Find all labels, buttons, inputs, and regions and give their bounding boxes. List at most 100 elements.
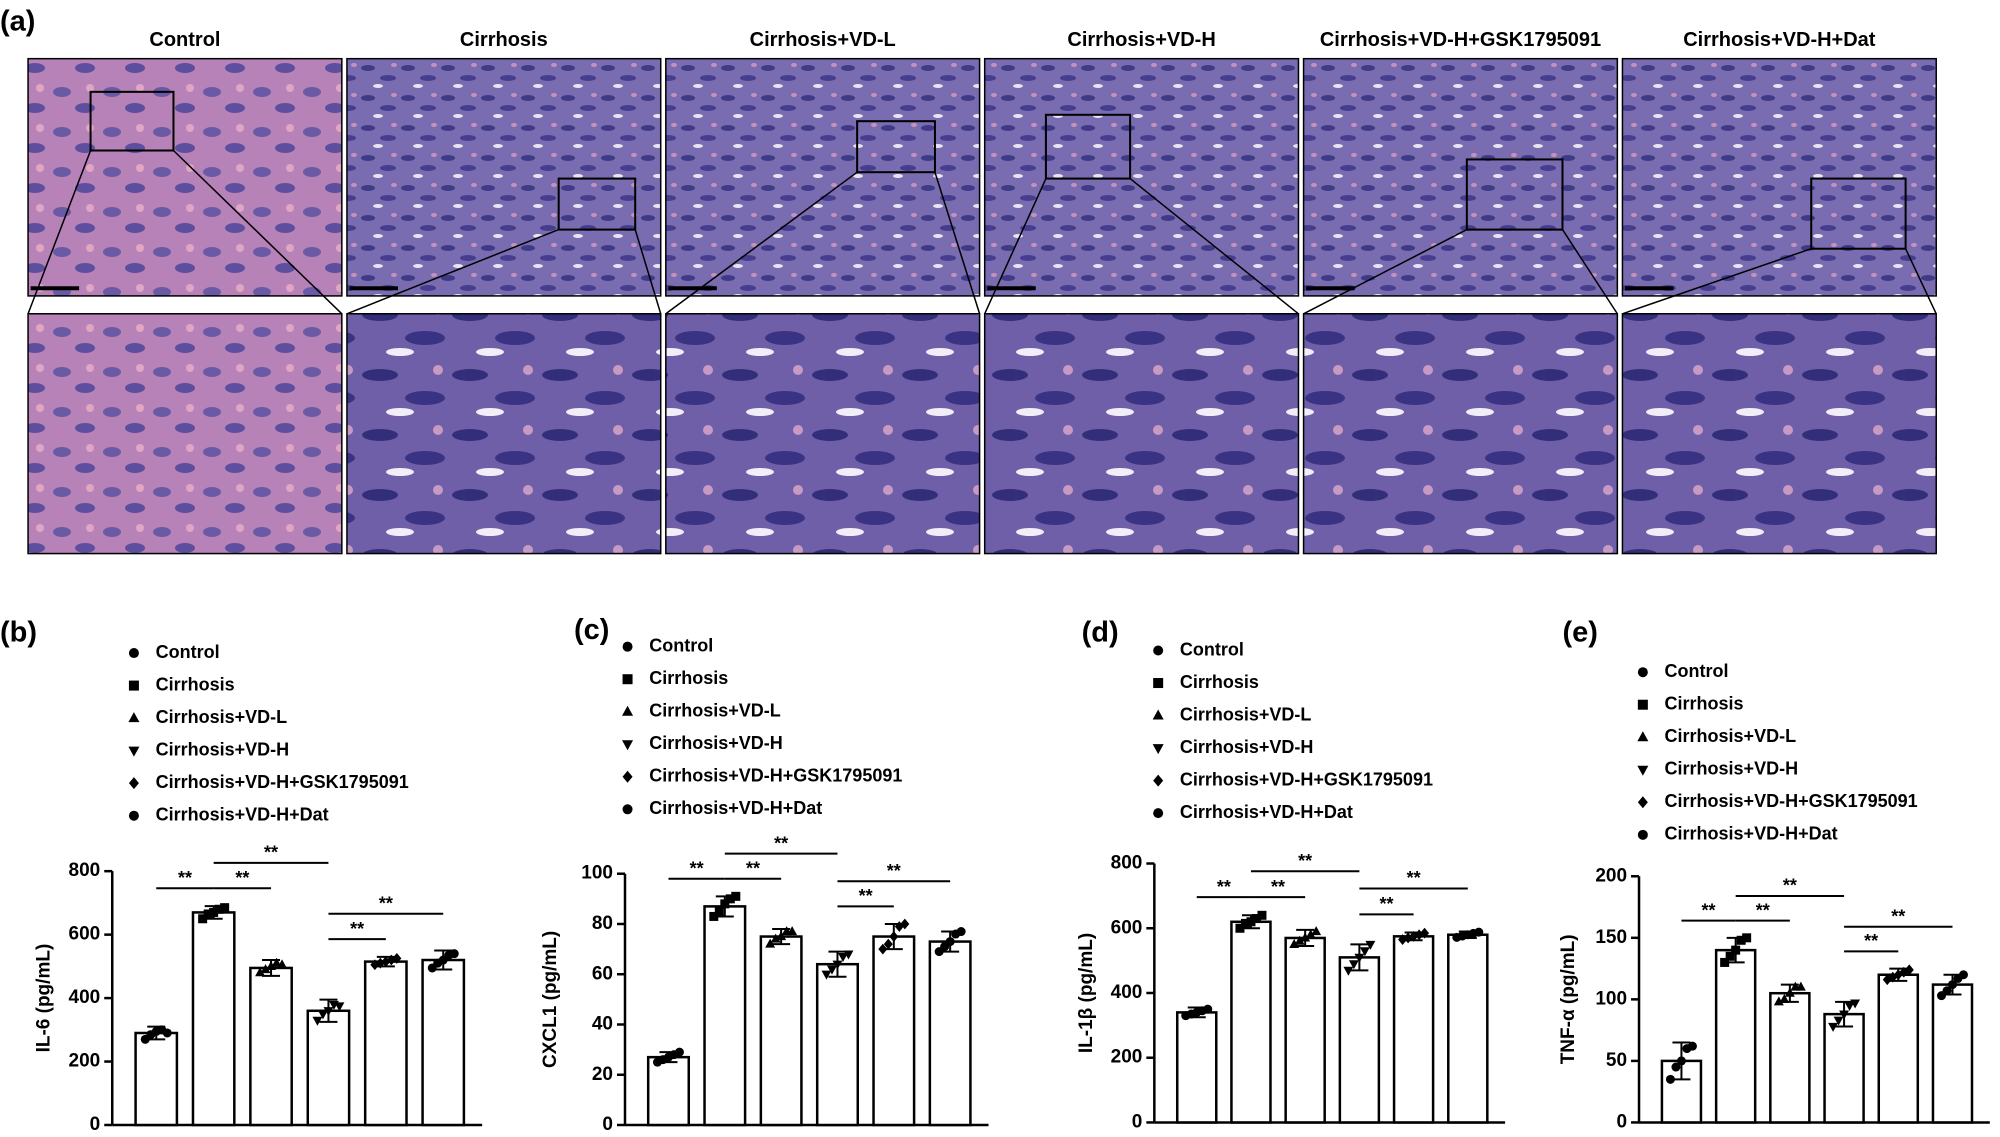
legend-text: Control xyxy=(1665,661,1729,681)
legend-text: Cirrhosis+VD-L xyxy=(1180,704,1312,724)
legend-text: Cirrhosis xyxy=(649,668,728,688)
sig-label: ** xyxy=(1298,851,1312,871)
data-point xyxy=(449,949,459,959)
sig-label: ** xyxy=(1271,877,1285,897)
column-title: Cirrhosis+VD-L xyxy=(750,29,896,51)
data-point xyxy=(945,937,955,947)
sig-label: ** xyxy=(264,843,278,863)
legend-text: Cirrhosis+VD-H+GSK1795091 xyxy=(156,772,409,792)
bar xyxy=(872,935,916,1127)
data-point xyxy=(266,960,276,970)
data-point xyxy=(1474,927,1484,937)
sig-label: ** xyxy=(1407,868,1421,888)
sig-label: ** xyxy=(379,893,393,913)
sig-label: ** xyxy=(350,919,364,939)
legend-marker xyxy=(1637,667,1648,678)
bar xyxy=(1877,973,1920,1124)
data-point xyxy=(832,960,843,970)
data-point xyxy=(1828,1022,1839,1032)
data-point xyxy=(1687,1041,1697,1051)
histology-zoom xyxy=(1621,313,1937,555)
legend-text: Cirrhosis+VD-L xyxy=(156,707,288,727)
data-point xyxy=(714,906,724,916)
bar xyxy=(1931,983,1974,1124)
data-point xyxy=(731,891,741,901)
zoom-line xyxy=(346,228,559,315)
sig-label: ** xyxy=(690,859,704,879)
data-point xyxy=(1795,981,1806,991)
legend-marker xyxy=(1153,678,1164,689)
data-point xyxy=(1947,980,1957,990)
y-tick-label: 0 xyxy=(602,1114,613,1135)
zoom-line xyxy=(27,150,92,315)
zoom-box xyxy=(1044,113,1132,180)
zoom-box xyxy=(1465,158,1564,231)
column-title: Cirrhosis+VD-H+GSK1795091 xyxy=(1320,29,1601,51)
data-point xyxy=(1850,999,1861,1009)
sig-label: ** xyxy=(178,868,192,888)
data-point xyxy=(162,1028,172,1038)
y-tick-label: 600 xyxy=(69,924,101,945)
sig-label: ** xyxy=(1864,931,1878,951)
legend-text: Cirrhosis+VD-H+Dat xyxy=(156,804,329,824)
y-axis-label: CXCL1 (pg/mL) xyxy=(540,931,561,1068)
y-axis-label: IL-1β (pg/mL) xyxy=(1076,933,1097,1053)
zoom-line xyxy=(665,171,858,315)
legend-marker xyxy=(1153,645,1164,656)
histology-zoom xyxy=(983,313,1300,555)
sig-label: ** xyxy=(1783,876,1797,896)
data-point xyxy=(1958,970,1968,980)
data-point xyxy=(1720,957,1730,967)
zoom-box xyxy=(89,90,175,152)
data-point xyxy=(1833,1016,1844,1026)
data-point xyxy=(209,907,219,917)
data-point xyxy=(1773,996,1784,1006)
panel-label: (b) xyxy=(0,617,37,649)
bar xyxy=(1714,948,1757,1124)
bar xyxy=(703,905,747,1127)
data-point xyxy=(255,967,265,977)
data-point xyxy=(1359,947,1370,957)
data-point xyxy=(1779,993,1790,1003)
data-point xyxy=(1784,987,1795,997)
column-title: Cirrhosis xyxy=(460,29,548,51)
data-point xyxy=(198,914,208,924)
data-point xyxy=(1742,933,1752,943)
y-tick-label: 400 xyxy=(69,987,101,1008)
bar xyxy=(1338,956,1381,1124)
bar xyxy=(306,1009,351,1127)
histology-image xyxy=(1302,57,1619,297)
y-tick-label: 100 xyxy=(581,863,613,884)
data-point xyxy=(1904,964,1914,976)
bar xyxy=(249,966,293,1127)
data-point xyxy=(1365,940,1376,950)
data-point xyxy=(827,965,837,975)
data-point xyxy=(1942,986,1952,996)
data-point xyxy=(1844,1001,1855,1011)
data-point xyxy=(900,918,910,930)
zoom-line xyxy=(1303,228,1468,315)
zoom-line xyxy=(634,229,662,314)
data-point xyxy=(220,903,230,913)
legend-marker xyxy=(1153,774,1164,787)
y-tick-label: 600 xyxy=(1111,917,1143,938)
data-point xyxy=(1289,939,1300,949)
column-title: Cirrhosis+VD-H+Dat xyxy=(1683,29,1876,51)
sig-label: ** xyxy=(1217,877,1231,897)
legend-text: Cirrhosis+VD-H xyxy=(1180,737,1314,757)
data-point xyxy=(203,909,213,919)
data-point xyxy=(765,938,776,948)
data-point xyxy=(1257,910,1267,920)
legend-text: Cirrhosis xyxy=(156,674,235,694)
data-point xyxy=(260,964,271,974)
zoom-line xyxy=(1561,229,1618,315)
bar xyxy=(363,960,408,1127)
data-point xyxy=(1676,1056,1686,1066)
bar xyxy=(815,962,860,1127)
legend-text: Cirrhosis+VD-H+Dat xyxy=(1180,802,1353,822)
panel-label: (e) xyxy=(1563,617,1598,649)
data-point xyxy=(1354,953,1365,963)
legend-text: Cirrhosis+VD-H+GSK1795091 xyxy=(649,766,902,786)
zoom-line xyxy=(172,149,343,315)
histology-zoom xyxy=(27,313,343,555)
